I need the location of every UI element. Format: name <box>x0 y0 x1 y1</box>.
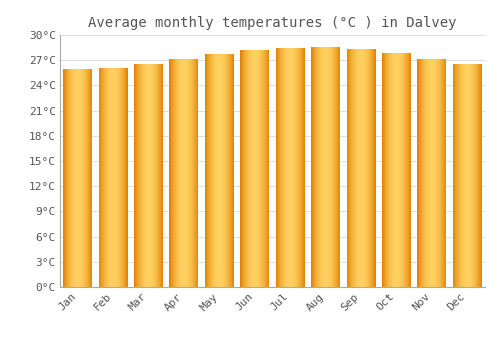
Title: Average monthly temperatures (°C ) in Dalvey: Average monthly temperatures (°C ) in Da… <box>88 16 457 30</box>
